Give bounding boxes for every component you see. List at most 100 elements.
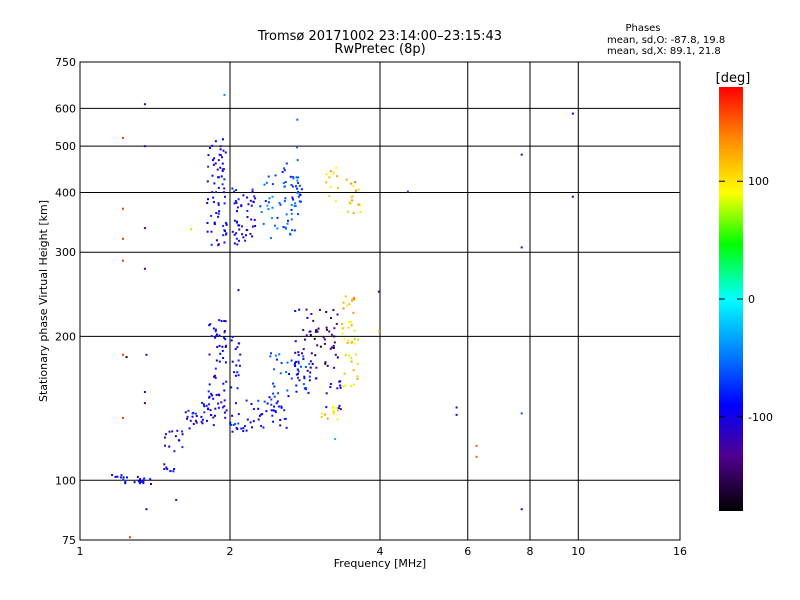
data-point: [217, 215, 220, 218]
data-point: [235, 237, 238, 240]
data-point: [171, 430, 174, 433]
data-point: [337, 407, 340, 410]
data-point: [332, 412, 335, 415]
data-point: [165, 466, 168, 469]
data-point: [282, 182, 285, 185]
data-point: [238, 364, 241, 367]
data-point: [290, 204, 293, 206]
data-point: [295, 176, 298, 179]
data-point: [142, 482, 145, 485]
data-point: [294, 351, 297, 354]
data-point: [219, 166, 222, 169]
data-point: [294, 202, 297, 205]
data-point: [223, 178, 226, 181]
data-point: [346, 342, 349, 344]
data-point: [257, 418, 260, 421]
data-point: [332, 406, 335, 409]
data-point: [342, 307, 345, 310]
data-point: [188, 427, 191, 430]
y-tick-label: 100: [55, 474, 76, 487]
data-point: [181, 446, 184, 449]
data-point: [240, 205, 243, 208]
data-point: [297, 182, 300, 184]
data-point: [217, 402, 220, 405]
data-point: [206, 202, 209, 204]
data-point: [225, 232, 228, 235]
data-point: [332, 347, 335, 349]
data-point: [353, 342, 356, 345]
data-point: [271, 183, 274, 186]
data-point: [236, 206, 239, 209]
data-point: [265, 181, 268, 184]
data-point: [348, 303, 351, 306]
data-point: [357, 188, 360, 191]
data-point: [294, 340, 297, 343]
x-tick-label: 16: [673, 545, 687, 558]
data-point: [335, 322, 338, 325]
data-point: [257, 399, 260, 402]
data-point: [340, 323, 343, 326]
data-point: [297, 190, 300, 193]
data-point: [299, 194, 302, 196]
data-point: [213, 375, 215, 378]
data-point: [145, 508, 148, 511]
data-point: [276, 227, 279, 230]
data-point: [220, 320, 223, 323]
data-point: [296, 179, 299, 182]
data-point: [202, 403, 205, 406]
data-point: [216, 168, 219, 171]
data-point: [166, 468, 169, 471]
data-point: [267, 175, 270, 178]
data-point: [329, 347, 332, 350]
data-point: [251, 235, 254, 238]
data-point: [455, 413, 458, 416]
data-point: [303, 375, 306, 378]
data-point: [350, 321, 353, 323]
data-point: [292, 177, 295, 180]
data-point: [310, 352, 313, 355]
data-point: [245, 234, 247, 237]
data-point: [287, 219, 289, 222]
data-point: [233, 371, 236, 374]
data-point: [244, 239, 247, 242]
data-point: [288, 373, 291, 375]
data-point: [173, 468, 176, 470]
data-point: [298, 184, 301, 187]
data-point: [234, 200, 237, 203]
data-point: [252, 420, 255, 423]
data-point: [133, 481, 136, 484]
data-point: [277, 392, 280, 395]
data-point: [250, 403, 253, 405]
data-point: [339, 380, 342, 383]
data-point: [195, 421, 198, 424]
data-point: [290, 208, 293, 211]
colorbar-tick-label: 0: [748, 293, 755, 306]
data-point: [241, 233, 244, 236]
data-point: [213, 182, 216, 185]
data-point: [309, 366, 312, 369]
data-point: [242, 427, 245, 430]
data-point: [114, 475, 117, 478]
data-point: [235, 426, 238, 429]
data-point: [221, 168, 224, 171]
data-point: [224, 320, 227, 323]
y-tick-label: 500: [55, 140, 76, 153]
data-point: [326, 328, 328, 331]
data-point: [223, 336, 226, 339]
data-point: [325, 326, 328, 329]
data-point: [217, 159, 220, 162]
data-point: [286, 389, 289, 392]
data-point: [302, 383, 305, 386]
data-point: [137, 480, 140, 483]
data-point: [249, 232, 252, 235]
data-point: [216, 346, 219, 348]
data-point: [285, 162, 288, 165]
data-point: [323, 338, 326, 341]
data-point: [353, 329, 356, 332]
data-point: [347, 339, 350, 342]
data-point: [238, 228, 241, 231]
data-point: [249, 199, 252, 202]
data-point: [332, 344, 335, 347]
data-point: [210, 230, 213, 233]
